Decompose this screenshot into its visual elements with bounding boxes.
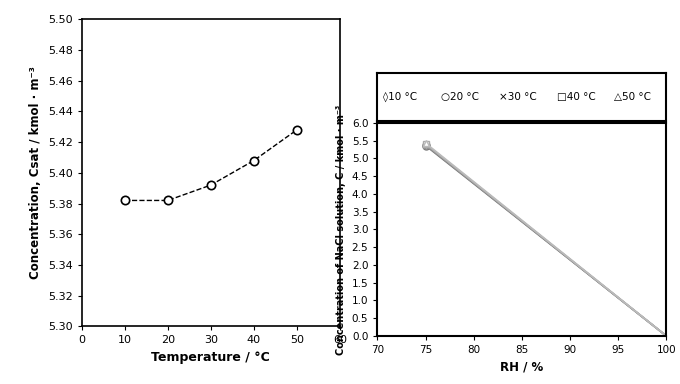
Text: ◊10 °C: ◊10 °C — [384, 92, 418, 102]
Y-axis label: Concentration, Csat / kmol · m⁻³: Concentration, Csat / kmol · m⁻³ — [29, 66, 42, 279]
Text: △50 °C: △50 °C — [615, 92, 651, 102]
Y-axis label: Concentration of NaCl solution, C / kmol · m⁻³: Concentration of NaCl solution, C / kmol… — [336, 104, 346, 354]
Text: ×30 °C: ×30 °C — [498, 92, 537, 102]
X-axis label: Temperature / °C: Temperature / °C — [152, 351, 270, 364]
Text: □40 °C: □40 °C — [556, 92, 595, 102]
X-axis label: RH / %: RH / % — [500, 361, 543, 374]
Text: ○20 °C: ○20 °C — [441, 92, 479, 102]
